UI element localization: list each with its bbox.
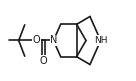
Text: O: O (33, 35, 41, 46)
Text: N: N (50, 35, 58, 46)
Text: NH: NH (94, 36, 107, 45)
Text: O: O (40, 56, 47, 66)
